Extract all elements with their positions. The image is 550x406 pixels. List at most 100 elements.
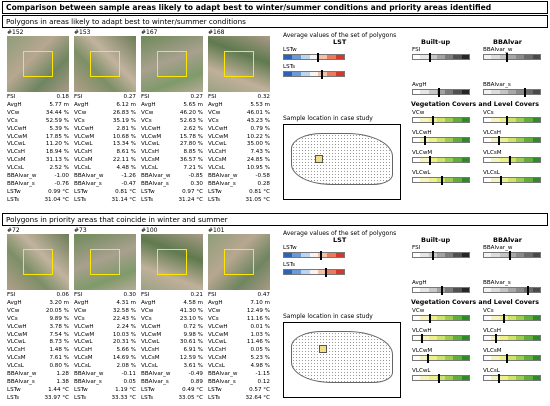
- row-label: VLCwL: [74, 339, 93, 346]
- scale-cell: [507, 137, 517, 143]
- row-value: 24.85 %: [246, 157, 270, 164]
- scale-cell: [516, 252, 525, 258]
- scale-cell: [420, 375, 429, 381]
- scale-cell: [428, 157, 438, 163]
- scale-label: VLCsL: [483, 368, 500, 374]
- scale-cell: [524, 287, 533, 293]
- scale-cell: [516, 157, 525, 163]
- row-label: AvgH: [7, 101, 22, 108]
- scale-cell: [436, 355, 446, 361]
- scale-cell: [499, 375, 509, 381]
- row-label: VLCsL: [74, 165, 91, 172]
- row-value: 31.13 %: [45, 157, 69, 164]
- row-value: 23.10 %: [179, 315, 203, 322]
- row-label: LSTs: [74, 394, 87, 401]
- row-value: 1.03 %: [250, 331, 270, 338]
- row-value: 7.10 m: [250, 299, 270, 306]
- row-value: 2.08 %: [116, 363, 136, 370]
- row-label: VCs: [141, 117, 152, 124]
- scale-marker: [317, 52, 320, 62]
- title: Comparison between sample areas likely t…: [6, 3, 492, 12]
- scale-cell: [499, 287, 509, 293]
- scale-cell: [291, 71, 301, 77]
- scale-frame: [412, 335, 470, 341]
- scale-cell: [532, 137, 542, 143]
- row-label: FSI: [74, 292, 83, 298]
- row-value: 31.05 °C: [245, 196, 271, 203]
- row-value: 1.44 °C: [48, 386, 69, 393]
- row-value: 8.61 %: [116, 149, 136, 156]
- row-label: VCw: [7, 109, 20, 116]
- scale-cell: [516, 177, 525, 183]
- row-value: -0.76: [54, 180, 69, 187]
- row-label: VLCwM: [74, 331, 95, 338]
- row-value: 20.05 %: [45, 307, 69, 314]
- scale-cell: [309, 54, 319, 60]
- row-label: VLCsM: [74, 157, 93, 164]
- row-value: 2.62 %: [183, 125, 203, 132]
- scale-cell: [318, 269, 328, 275]
- scale-cell: [428, 89, 438, 95]
- scale-cell: [532, 252, 542, 258]
- row-label: BBAlvar_s: [7, 180, 35, 187]
- scale-cell: [516, 315, 525, 321]
- row-label: VLCwH: [208, 125, 228, 132]
- row-value: 5.53 m: [250, 101, 270, 108]
- row-value: 0.01 %: [250, 323, 270, 330]
- row-label: LSTw: [74, 188, 88, 195]
- scale-cell: [318, 54, 328, 60]
- scale-cell: [483, 177, 492, 183]
- scale-frame: [283, 269, 345, 275]
- row-label: BBAlvar_w: [141, 173, 171, 179]
- row-value: -0.47: [121, 180, 136, 187]
- row-value: 0.49 °C: [182, 386, 203, 393]
- row-label: BBAlvar_s: [141, 378, 169, 385]
- scale-label: BBAlvar_s: [483, 82, 511, 88]
- row-value: 33.97 °C: [44, 394, 70, 401]
- scale-cell: [291, 252, 301, 258]
- row-label: VCs: [208, 315, 219, 322]
- section-heading: Polygons in priority areas that coincide…: [6, 215, 228, 224]
- scale-cell: [507, 54, 517, 60]
- scale-cell: [445, 177, 454, 183]
- row-label: VCs: [7, 315, 18, 322]
- row-label: VCs: [141, 315, 152, 322]
- scale-cell: [491, 287, 500, 293]
- row-value: 8.73 %: [49, 339, 69, 346]
- scale-frame: [483, 315, 541, 321]
- scale-frame: [483, 355, 541, 361]
- row-label: VLCwL: [7, 339, 26, 346]
- row-label: VLCsH: [141, 149, 159, 156]
- scale-cell: [327, 252, 337, 258]
- row-label: BBAlvar_w: [141, 371, 171, 377]
- bbalvar-header: BBAlvar: [493, 236, 522, 244]
- veg-header: Vegetation Covers and Level Covers: [411, 101, 539, 108]
- row-label: VLCsM: [208, 355, 227, 362]
- scale-cell: [283, 54, 293, 60]
- scale-label: VLCwH: [412, 328, 432, 334]
- scale-label: LSTw: [283, 245, 297, 251]
- sample-id: #167: [141, 29, 158, 36]
- row-label: VLCsL: [7, 363, 24, 370]
- scale-marker: [509, 155, 512, 165]
- row-value: 0.05: [123, 378, 136, 385]
- scale-cell: [436, 54, 446, 60]
- row-value: -0.49: [188, 371, 203, 377]
- city-area: [291, 133, 393, 185]
- row-value: 0.32: [257, 94, 270, 100]
- scale-cell: [491, 157, 500, 163]
- scale-cell: [532, 54, 542, 60]
- scale-cell: [420, 287, 429, 293]
- scale-cell: [445, 117, 454, 123]
- row-value: 1.38: [56, 378, 69, 385]
- row-value: 2.24 %: [116, 323, 136, 330]
- scale-cell: [507, 117, 517, 123]
- row-label: BBAlvar_w: [74, 371, 104, 377]
- row-value: 7.54 %: [49, 331, 69, 338]
- scale-cell: [491, 355, 500, 361]
- scale-cell: [445, 252, 454, 258]
- row-value: 11.20 %: [45, 141, 69, 148]
- scale-label: VCs: [483, 110, 494, 116]
- scale-cell: [428, 287, 438, 293]
